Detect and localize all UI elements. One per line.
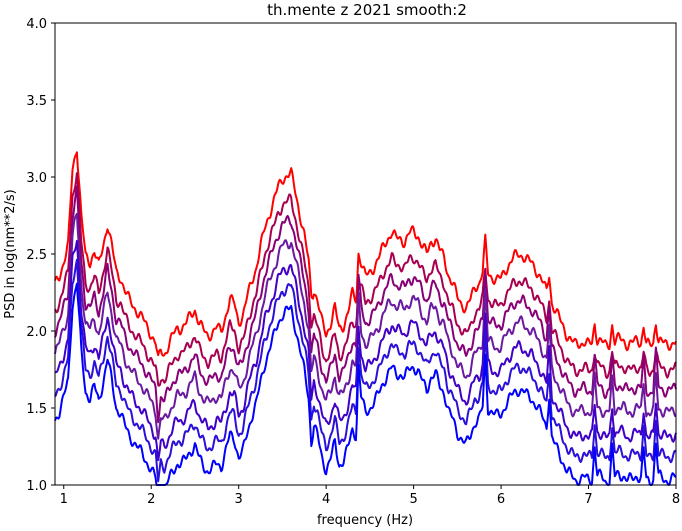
series-line-3 xyxy=(54,185,677,424)
x-axis-title: frequency (Hz) xyxy=(317,513,413,528)
y-tick-label: 1.0 xyxy=(26,479,47,494)
x-axis: 1 2 3 4 5 6 7 8 xyxy=(60,485,680,507)
x-tick-label: 1 xyxy=(60,492,68,507)
series-line-4 xyxy=(54,212,677,440)
y-tick-label: 4.0 xyxy=(26,17,47,32)
y-tick-label: 1.5 xyxy=(26,402,47,417)
y-axis: 1.0 1.5 2.0 2.5 3.0 3.5 4.0 xyxy=(26,17,55,494)
series-line-2 xyxy=(54,172,677,387)
x-tick-label: 5 xyxy=(409,492,417,507)
series-line-6 xyxy=(54,258,677,483)
x-tick-label: 3 xyxy=(235,492,243,507)
series-line-1 xyxy=(54,151,677,357)
y-tick-label: 3.0 xyxy=(26,171,47,186)
plot-frame xyxy=(54,22,677,486)
x-tick-label: 4 xyxy=(322,492,330,507)
y-axis-title: PSD in log(nm**2/s) xyxy=(3,189,18,319)
y-tick-label: 2.5 xyxy=(26,248,47,263)
y-tick-label: 2.0 xyxy=(26,325,47,340)
series-line-5 xyxy=(54,240,677,462)
chart-title: th.mente z 2021 smooth:2 xyxy=(267,1,467,19)
x-tick-label: 8 xyxy=(672,492,680,507)
y-tick-label: 3.5 xyxy=(26,94,47,109)
x-tick-label: 2 xyxy=(147,492,155,507)
x-tick-label: 6 xyxy=(497,492,505,507)
x-tick-label: 7 xyxy=(584,492,592,507)
plot-lines xyxy=(54,151,677,486)
